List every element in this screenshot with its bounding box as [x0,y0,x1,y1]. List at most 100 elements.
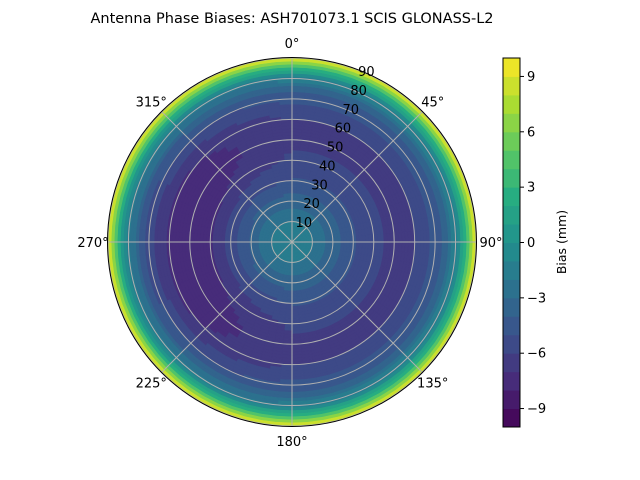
contour-cell [343,236,348,243]
contour-cell [287,189,293,194]
contour-cell [286,186,293,191]
colorbar-level [503,187,520,207]
contour-cell [343,241,348,248]
colorbar-level [503,334,520,354]
colorbar-ticks: −9 −6 −3 0 3 6 9 [520,70,546,417]
colorbar-tick-label: 6 [527,125,535,140]
radial-tick-label: 60 [335,122,352,137]
colorbar-tick-label: 9 [527,70,535,85]
theta-tick-label: 135° [417,377,448,392]
theta-tick-label: 315° [136,95,167,110]
colorbar-level [503,408,520,428]
contour-cell [287,284,293,289]
radial-tick-label: 30 [311,178,328,193]
colorbar-level [503,113,520,133]
contour-cell [328,238,333,243]
contour-cell [286,296,293,301]
contour-cell [287,195,293,200]
contour-cell [291,186,298,191]
colorbar-level [503,316,520,336]
contour-cell [233,241,238,248]
contour-cell [346,241,351,248]
angular-gridline [291,241,423,373]
theta-tick-label: 90° [479,236,502,251]
contour-cell [287,290,293,295]
colorbar-tick-label: −6 [527,347,546,362]
contour-cell [337,241,342,247]
theta-tick-label: 0° [285,37,300,52]
contour-cell [239,241,244,247]
contour-cell [233,236,238,243]
colorbar-level [503,76,520,96]
contour-cell [291,284,297,289]
contour-field [107,57,477,427]
colorbar-level [503,58,520,77]
polar-frame [107,57,477,427]
contour-cell [337,237,342,243]
contour-cell [346,236,351,243]
radial-tick-label: 40 [319,159,336,174]
contour-cell [286,293,293,298]
colorbar-tick-label: −9 [527,402,546,417]
radial-tick-label: 90 [358,65,375,80]
radial-tick-labels: 10 20 30 40 50 60 70 80 90 [296,65,375,231]
contour-cell [334,241,339,247]
contour-cell [291,192,297,197]
contour-cell [245,241,250,247]
colorbar-level [503,390,520,410]
theta-tick-label: 45° [421,95,444,110]
angular-gridline [161,111,293,243]
radial-tick-label: 10 [296,216,313,231]
contour-cell [340,241,345,247]
colorbar-level [503,297,520,317]
colorbar-level [503,150,520,170]
colorbar-level [503,260,520,280]
contour-cell [291,195,297,200]
contour-cell [236,236,241,243]
colorbar-label: Bias (mm) [554,210,569,274]
contour-cell [288,201,293,206]
contour-cell [242,237,247,243]
radial-tick-label: 20 [303,197,320,212]
colorbar-level [503,279,520,299]
contour-cell [286,183,293,188]
colorbar-level [503,94,520,114]
contour-cell [236,241,241,248]
colorbar-tick-label: 0 [527,236,535,251]
colorbar [502,57,521,428]
contour-cell [291,287,297,292]
contour-cell [340,237,345,243]
contour-cell [291,293,298,298]
contour-cell [291,189,297,194]
theta-tick-label: 270° [77,236,108,251]
colorbar-level [503,205,520,225]
contour-cell [291,278,296,283]
contour-cell [334,237,339,243]
colorbar-level [503,168,520,188]
radial-tick-label: 50 [327,141,344,156]
colorbar-tick-label: 3 [527,181,535,196]
theta-tick-label: 225° [136,377,167,392]
polar-grid [107,57,477,427]
contour-cell [287,192,293,197]
contour-cell [291,290,297,295]
contour-cell [239,237,244,243]
theta-tick-labels: 0° 45° 90° 135° 180° 225° 270° 315° [77,37,502,450]
theta-tick-label: 180° [276,435,307,450]
contour-cell [245,237,250,243]
colorbar-tick-label: −3 [527,291,546,306]
colorbar-level [503,131,520,151]
contour-cell [287,287,293,292]
colorbar-level [503,353,520,373]
radial-tick-label: 80 [350,84,367,99]
colorbar-level [503,224,520,243]
colorbar-level [503,371,520,391]
contour-cell [291,296,298,301]
contour-cell [251,241,256,246]
angular-gridline [161,241,293,373]
angular-gridline [291,111,423,243]
colorbar-level [503,242,520,262]
radial-tick-label: 70 [342,103,359,118]
contour-cell [291,183,298,188]
